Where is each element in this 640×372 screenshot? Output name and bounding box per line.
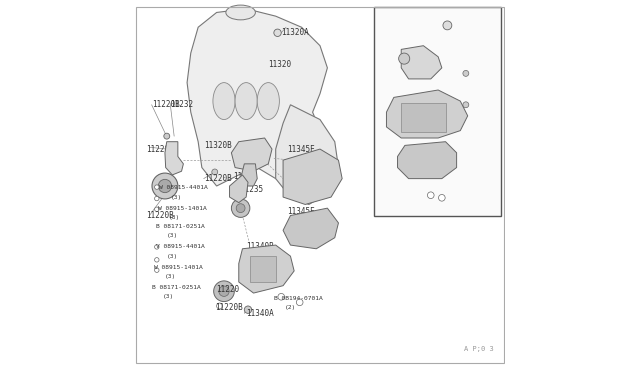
Text: B 0B194-0701A: B 0B194-0701A — [274, 296, 323, 301]
Text: A P;0 3: A P;0 3 — [464, 346, 493, 352]
Circle shape — [214, 281, 234, 302]
Text: B 08194-0701A: B 08194-0701A — [445, 189, 494, 194]
Text: 11320B: 11320B — [204, 141, 232, 150]
Circle shape — [216, 303, 223, 309]
Text: 11320B: 11320B — [385, 65, 412, 74]
Circle shape — [296, 299, 303, 306]
Circle shape — [155, 185, 159, 189]
Bar — [374, 7, 501, 215]
Text: 11232: 11232 — [170, 100, 193, 109]
Circle shape — [164, 133, 170, 139]
Circle shape — [219, 286, 229, 296]
Text: 11340F: 11340F — [291, 178, 318, 187]
Text: 11345E: 11345E — [470, 128, 497, 137]
Polygon shape — [401, 46, 442, 79]
Ellipse shape — [257, 83, 280, 119]
Ellipse shape — [213, 83, 235, 119]
Text: W 08915-1401A: W 08915-1401A — [154, 265, 203, 270]
Text: 11340A: 11340A — [246, 309, 274, 318]
Text: V 08915-4401A: V 08915-4401A — [156, 244, 204, 249]
Text: (3): (3) — [163, 294, 174, 299]
Text: (3): (3) — [170, 195, 182, 199]
Text: 11340: 11340 — [385, 100, 408, 109]
Circle shape — [428, 192, 434, 199]
Text: 11320: 11320 — [268, 60, 291, 69]
Circle shape — [274, 29, 281, 36]
Text: 11235: 11235 — [241, 185, 264, 194]
Circle shape — [155, 245, 159, 249]
Text: 11220B: 11220B — [215, 303, 243, 312]
Bar — [401, 103, 445, 132]
Circle shape — [399, 53, 410, 64]
Text: 11340B: 11340B — [246, 243, 274, 251]
Circle shape — [212, 169, 218, 175]
Text: W 08915-1401A: W 08915-1401A — [157, 206, 206, 211]
Text: W 08915-4401A: W 08915-4401A — [159, 185, 208, 190]
Text: 11233: 11233 — [233, 172, 257, 181]
Polygon shape — [165, 142, 184, 175]
Text: ATM: ATM — [401, 25, 417, 33]
Text: (2): (2) — [455, 198, 466, 203]
Polygon shape — [276, 105, 339, 205]
Polygon shape — [241, 164, 257, 186]
Circle shape — [152, 173, 178, 199]
Text: (3): (3) — [165, 274, 176, 279]
Polygon shape — [397, 142, 456, 179]
Text: 11320A: 11320A — [281, 28, 309, 37]
Polygon shape — [230, 175, 248, 203]
Text: 11220: 11220 — [216, 285, 240, 294]
Circle shape — [158, 179, 172, 193]
Circle shape — [232, 199, 250, 217]
Text: B 08171-0251A: B 08171-0251A — [156, 224, 204, 229]
Circle shape — [155, 258, 159, 262]
Text: 11340F: 11340F — [470, 100, 497, 109]
Text: 11340B: 11340B — [385, 128, 412, 137]
Circle shape — [278, 294, 285, 300]
Text: 11220B: 11220B — [204, 174, 232, 183]
Polygon shape — [283, 149, 342, 205]
Ellipse shape — [235, 83, 257, 119]
Text: 11333N: 11333N — [470, 154, 497, 163]
Text: 11220: 11220 — [147, 145, 170, 154]
Bar — [250, 256, 276, 282]
Circle shape — [244, 306, 252, 313]
Text: 11320: 11320 — [390, 43, 413, 52]
Text: 11345E: 11345E — [470, 74, 497, 83]
Text: (3): (3) — [168, 215, 180, 220]
Circle shape — [155, 207, 159, 211]
Circle shape — [463, 102, 468, 108]
Text: (3): (3) — [167, 254, 178, 259]
Text: 11333N: 11333N — [289, 228, 316, 237]
Text: (2): (2) — [285, 305, 296, 310]
Polygon shape — [239, 245, 294, 293]
Circle shape — [397, 161, 405, 168]
Text: 11220B: 11220B — [147, 211, 174, 220]
Polygon shape — [283, 208, 339, 249]
Text: (3): (3) — [167, 233, 178, 238]
Text: 11320A: 11320A — [453, 17, 481, 26]
Text: 11220B: 11220B — [152, 100, 180, 109]
Text: 11340A: 11340A — [385, 161, 412, 170]
Text: 11340: 11340 — [289, 161, 312, 170]
Circle shape — [155, 196, 159, 201]
Circle shape — [438, 195, 445, 201]
Text: 11345E: 11345E — [287, 145, 314, 154]
Polygon shape — [187, 9, 328, 186]
Text: 11345E: 11345E — [287, 207, 314, 217]
Polygon shape — [232, 138, 272, 171]
Ellipse shape — [226, 5, 255, 20]
Polygon shape — [387, 90, 468, 138]
Circle shape — [155, 268, 159, 272]
Circle shape — [463, 70, 468, 76]
Circle shape — [236, 204, 245, 212]
Text: B 08171-0251A: B 08171-0251A — [152, 285, 201, 290]
Circle shape — [443, 21, 452, 30]
